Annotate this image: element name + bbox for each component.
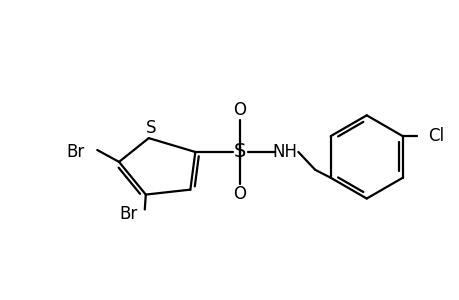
Text: Cl: Cl [428,127,444,145]
Text: S: S [233,142,246,161]
Text: O: O [233,184,246,202]
Text: Br: Br [119,206,138,224]
Text: Br: Br [66,143,84,161]
Text: O: O [233,101,246,119]
Text: NH: NH [271,143,297,161]
Text: S: S [145,119,156,137]
